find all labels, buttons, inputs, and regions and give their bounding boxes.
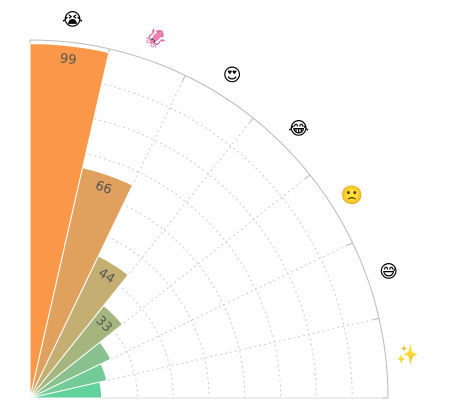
category-label: 😍: [223, 65, 242, 86]
outer-axis-arc: [29, 39, 389, 399]
grid-circle: [29, 290, 138, 399]
angle-tick: [304, 174, 311, 179]
data-label: 44: [95, 266, 117, 288]
data-label: 99: [59, 51, 77, 68]
angle-tick: [182, 75, 186, 82]
category-label: ✨: [396, 344, 418, 365]
category-label: 😭: [62, 9, 83, 30]
bar-4: [29, 304, 124, 399]
category-label: 😅: [379, 261, 398, 282]
bar-3: [29, 255, 129, 399]
bar-7: [29, 381, 103, 399]
angle-tick: [373, 317, 380, 321]
grid-circle: [29, 218, 210, 399]
grid-circle: [29, 146, 282, 399]
bar-6: [29, 363, 108, 399]
angle-tick: [346, 242, 353, 246]
angle-tick: [249, 117, 254, 124]
category-label: 😂: [288, 118, 309, 139]
grid-circle: [29, 111, 317, 399]
bar-5: [29, 341, 112, 399]
category-label: 🦑: [144, 27, 166, 49]
category-label: 🙁: [341, 185, 363, 206]
data-label: 66: [93, 178, 114, 198]
bar-2: [29, 167, 134, 399]
grid-circle: [29, 75, 353, 399]
